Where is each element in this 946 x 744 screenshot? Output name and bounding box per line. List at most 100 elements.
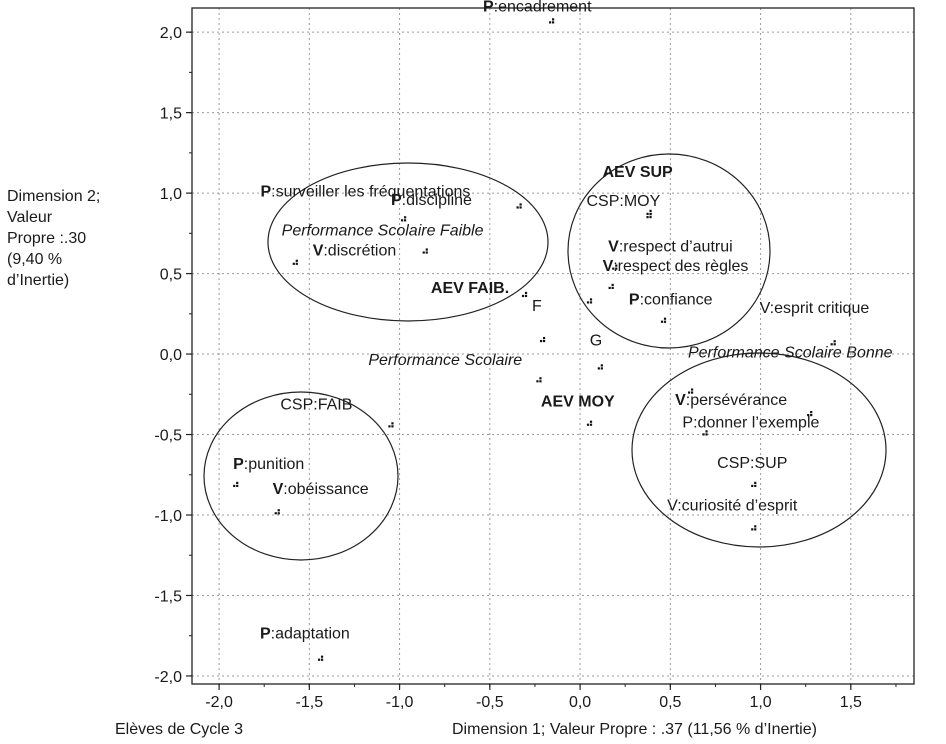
point-dot [663,320,667,323]
point-label: V:respect d’autrui [608,239,733,256]
point-dot [754,528,757,531]
y-tick-label: -1,0 [154,508,182,525]
point-marker [751,525,757,531]
point-dot [292,262,295,265]
point-dot [277,509,280,512]
y-tick-label: -2,0 [154,669,182,686]
point-label: AEV SUP [602,164,673,181]
point-label-prefix: V [675,392,686,409]
y-tick-label: 0,0 [160,347,182,364]
point-dot [702,433,705,436]
point-dot [403,216,407,219]
point-label-prefix: V [273,481,284,498]
point-label-prefix: V [608,239,619,256]
ellipse-bonne [631,352,887,548]
point-label-prefix: P [260,626,271,643]
point-dot [391,425,394,428]
point-label-text: :confiance [640,292,713,309]
point-dot [600,364,603,367]
point-label-text: :discipline [402,192,472,209]
point-dot [400,219,404,222]
point-dot [600,367,603,370]
x-tick-label: 1,0 [749,694,771,711]
point-marker [646,213,652,219]
point-dot [274,512,277,515]
x-tick-label: 1,5 [840,694,862,711]
point-dot [524,294,528,298]
point-dot [552,18,555,21]
point-dot [663,317,667,320]
y-tick-label: 0,5 [160,267,182,284]
point-dot [754,484,757,488]
point-dot [295,259,298,262]
point-dot [615,264,618,267]
point-dot [807,413,810,417]
point-marker [687,388,694,394]
point-marker [422,248,428,254]
point-dot [589,301,593,304]
point-label-text: CSP:SUP [717,455,787,472]
point-dot [536,380,539,383]
y-axis-label-line: d’Inertie) [7,272,70,289]
point-marker [516,203,522,209]
point-dot [422,251,425,254]
x-tick-label: 0,5 [659,694,681,711]
point-label: CSP:MOY [586,193,660,210]
point-dot [539,380,542,383]
footer-left-label: Elèves de Cycle 3 [115,721,244,738]
point-dot [705,430,708,433]
point-dot [320,655,324,658]
y-tick-label: 1,0 [160,186,182,203]
point-dot [542,339,546,343]
point-dot [687,391,691,394]
point-dot [295,262,298,265]
point-label: V:esprit critique [760,300,870,317]
point-label-text: AEV FAIB. [431,280,509,297]
point-marker [549,18,555,24]
point-label-text: :surveiller les fréquentations [271,183,470,200]
point-dot [403,219,407,222]
point-label-text: G [590,332,602,349]
point-dot [586,423,590,426]
point-dot [646,216,649,219]
y-axis-label-line: Propre :.30 [7,230,87,247]
point-label: V:persévérance [675,392,787,409]
point-dot [649,216,652,219]
point-marker [292,259,298,265]
point-label: P:surveiller les fréquentations [261,183,471,200]
point-dot [516,206,519,209]
ellipse-faib [203,391,399,561]
point-label-text: P:donner l’exemple [682,414,819,431]
point-label-text: :encadrement [494,0,592,15]
point-dot [539,377,542,380]
point-dot [751,528,754,531]
point-label: P:confiance [629,292,713,309]
point-marker [597,364,603,370]
cluster-ellipses [203,153,887,561]
point-label-text: Performance Scolaire [368,352,522,369]
point-dot [646,212,649,215]
point-dot [649,213,652,216]
point-label-text: :adaptation [271,626,350,643]
y-tick-label: -0,5 [154,428,182,445]
point-dot [586,301,590,304]
y-axis-label: Dimension 2; Valeur Propre :.30 (9,40 % … [7,186,127,291]
point-dot [597,367,600,370]
point-marker [400,216,407,222]
point-label: CSP:FAIB [280,396,352,413]
point-dot [690,391,694,394]
point-label: G [590,332,602,349]
point-label: F [532,298,542,315]
point-marker [807,410,813,417]
point-dot [320,658,324,661]
point-dot [519,203,522,206]
point-label-text: :punition [244,456,305,473]
point-dot [589,423,593,426]
point-dot [612,267,615,270]
point-dot [388,425,391,428]
point-label-text: Performance Scolaire Bonne [688,344,893,361]
x-tick-label: -2,0 [205,694,233,711]
point-label-prefix: V [603,258,614,275]
point-label: Performance Scolaire Bonne [688,344,893,361]
